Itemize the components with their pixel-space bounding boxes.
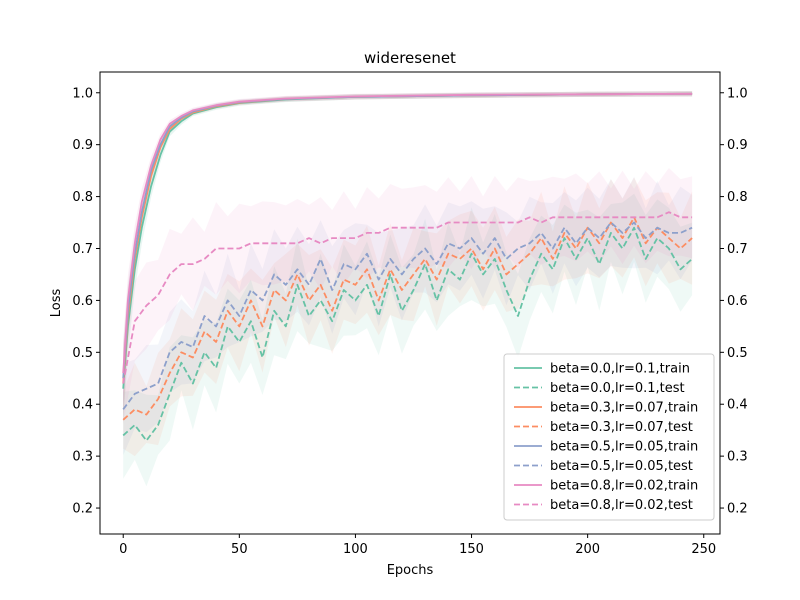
x-tick-label: 100 [343,542,368,557]
chart-title: wideresenet [364,49,456,67]
legend-label: beta=0.3,lr=0.07,train [550,401,698,416]
legend: beta=0.0,lr=0.1,train beta=0.0,lr=0.1,tes… [503,353,715,521]
series-band [123,177,693,457]
y-tick-label-right: 0.5 [727,346,748,361]
plot-frame [99,71,721,535]
y-tick-label-left: 0.8 [72,190,93,205]
series-line [122,211,693,384]
y-axis-right: 0.2 0.3 0.4 0.5 0.6 0.7 0.8 0.9 1.0 [720,86,748,517]
series-line [122,92,693,374]
y-tick-label-right: 0.8 [727,190,748,205]
y-tick-label-left: 0.7 [72,242,93,257]
y-tick-label-right: 0.9 [727,138,748,153]
y-tick-label-right: 0.7 [727,242,748,257]
x-tick-label: 200 [575,542,600,557]
legend-label: beta=0.8,lr=0.02,train [550,479,698,494]
y-tick-label-right: 0.3 [727,450,748,465]
series-line [122,226,693,442]
y-tick-label-left: 0.2 [72,502,93,517]
legend-label: beta=0.3,lr=0.07,test [550,420,693,435]
x-tick-label: 0 [119,542,127,557]
y-tick-label-right: 1.0 [727,86,748,101]
y-tick-label-right: 0.6 [727,294,748,309]
y-tick-label-left: 0.9 [72,138,93,153]
x-axis-title: Epochs [387,563,434,578]
x-axis: 0 50 100 150 200 250 [119,534,716,557]
x-tick-label: 250 [691,542,716,557]
legend-label: beta=0.5,lr=0.05,test [550,459,693,474]
y-tick-label-left: 1.0 [72,86,93,101]
legend-box [503,353,715,521]
y-tick-label-left: 0.3 [72,450,93,465]
x-tick-label: 150 [459,542,484,557]
legend-label: beta=0.5,lr=0.05,train [550,440,698,455]
y-axis-left: 0.2 0.3 0.4 0.5 0.6 0.7 0.8 0.9 1.0 [72,86,100,517]
legend-label: beta=0.8,lr=0.02,test [550,498,693,513]
legend-label: beta=0.0,lr=0.1,test [550,381,685,396]
series-band [123,91,693,425]
y-tick-label-left: 0.6 [72,294,93,309]
y-tick-label-left: 0.4 [72,398,93,413]
y-axis-title: Loss [49,289,64,318]
y-tick-label-right: 0.4 [727,398,748,413]
plot-lines [122,92,693,442]
series-line [122,216,693,421]
series-band [123,176,693,456]
series-band [123,168,693,424]
legend-label: beta=0.0,lr=0.1,train [550,362,690,377]
x-tick-label: 50 [231,542,248,557]
series-line [122,221,693,410]
y-tick-label-right: 0.2 [727,502,748,517]
y-tick-label-left: 0.5 [72,346,93,361]
